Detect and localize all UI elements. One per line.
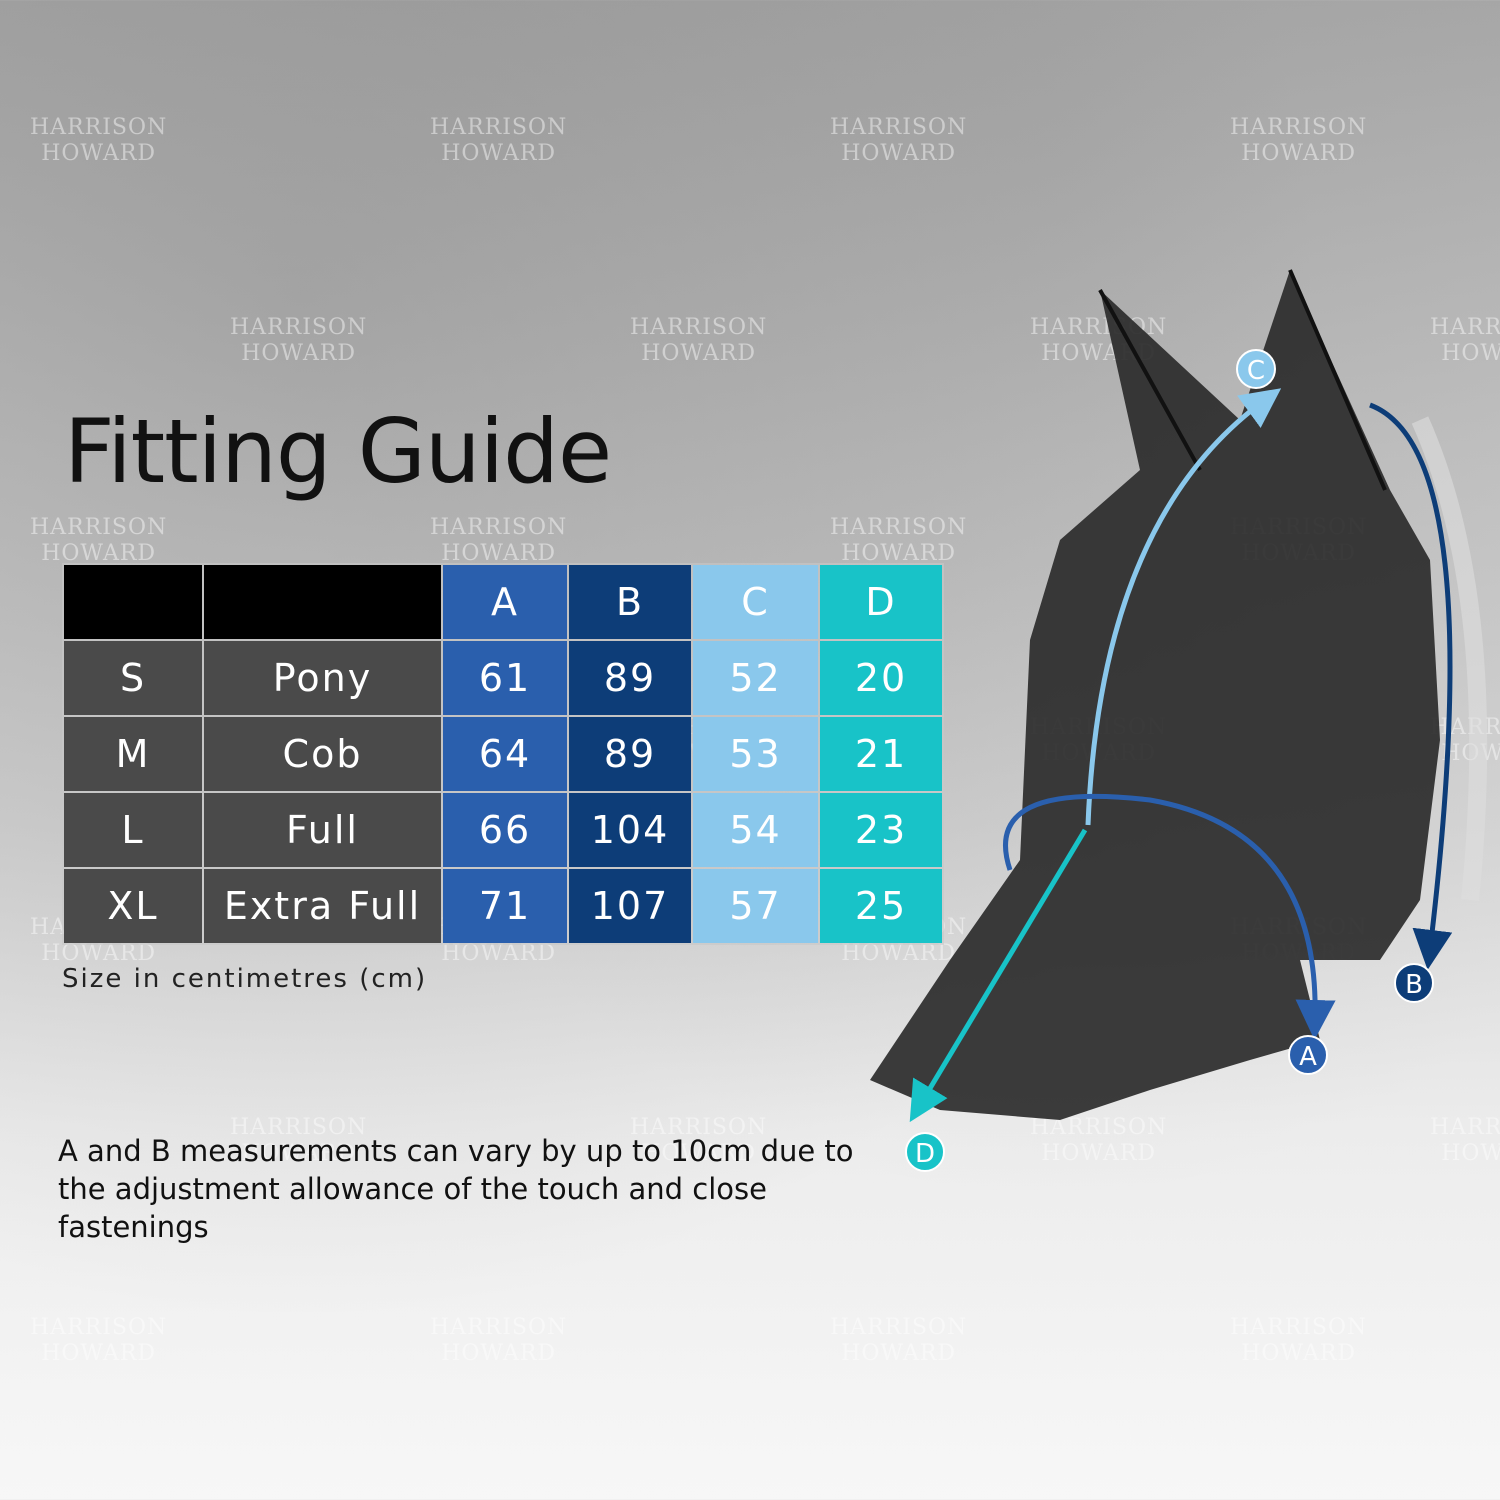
svg-text:A: A xyxy=(1299,1042,1317,1072)
svg-text:D: D xyxy=(915,1139,935,1169)
value-a: 66 xyxy=(443,793,567,867)
value-c: 54 xyxy=(693,793,818,867)
horse-head-illustration xyxy=(870,269,1488,1120)
value-c: 57 xyxy=(693,869,818,943)
value-b: 89 xyxy=(569,717,691,791)
size-cell: M xyxy=(64,717,202,791)
measurement-note: A and B measurements can vary by up to 1… xyxy=(58,1134,854,1244)
size-cell: L xyxy=(64,793,202,867)
value-a: 64 xyxy=(443,717,567,791)
arrow-d xyxy=(909,828,1088,1123)
arrow-a xyxy=(1003,793,1336,1040)
table-row: XL Extra Full 71 107 57 25 xyxy=(64,869,942,943)
arrow-c xyxy=(1085,388,1282,826)
svg-text:C: C xyxy=(1247,356,1265,386)
arrow-b xyxy=(1369,402,1453,970)
header-c: C xyxy=(693,565,818,639)
label-a: A xyxy=(1288,1035,1328,1075)
value-c: 53 xyxy=(693,717,818,791)
value-a: 61 xyxy=(443,641,567,715)
page-title: Fitting Guide xyxy=(64,400,612,503)
size-table: A B C D S Pony 61 89 52 20 M Cob 64 89 5… xyxy=(62,563,944,945)
name-cell: Extra Full xyxy=(204,869,441,943)
label-c: C xyxy=(1236,349,1276,389)
table-header-row: A B C D xyxy=(64,565,942,639)
name-cell: Full xyxy=(204,793,441,867)
unit-note: Size in centimetres (cm) xyxy=(62,964,428,994)
size-cell: S xyxy=(64,641,202,715)
value-c: 52 xyxy=(693,641,818,715)
value-d: 23 xyxy=(820,793,942,867)
label-b: B xyxy=(1394,963,1434,1003)
header-a: A xyxy=(443,565,567,639)
name-cell: Cob xyxy=(204,717,441,791)
name-cell: Pony xyxy=(204,641,441,715)
header-d: D xyxy=(820,565,942,639)
table-row: L Full 66 104 54 23 xyxy=(64,793,942,867)
size-cell: XL xyxy=(64,869,202,943)
value-d: 25 xyxy=(820,869,942,943)
svg-text:B: B xyxy=(1405,970,1423,1000)
header-cell xyxy=(204,565,441,639)
value-b: 89 xyxy=(569,641,691,715)
value-b: 104 xyxy=(569,793,691,867)
value-a: 71 xyxy=(443,869,567,943)
measurement-arrows xyxy=(909,388,1453,1123)
header-b: B xyxy=(569,565,691,639)
header-cell xyxy=(64,565,202,639)
label-d: D xyxy=(905,1132,945,1172)
value-d: 20 xyxy=(820,641,942,715)
value-d: 21 xyxy=(820,717,942,791)
value-b: 107 xyxy=(569,869,691,943)
table-row: M Cob 64 89 53 21 xyxy=(64,717,942,791)
table-row: S Pony 61 89 52 20 xyxy=(64,641,942,715)
